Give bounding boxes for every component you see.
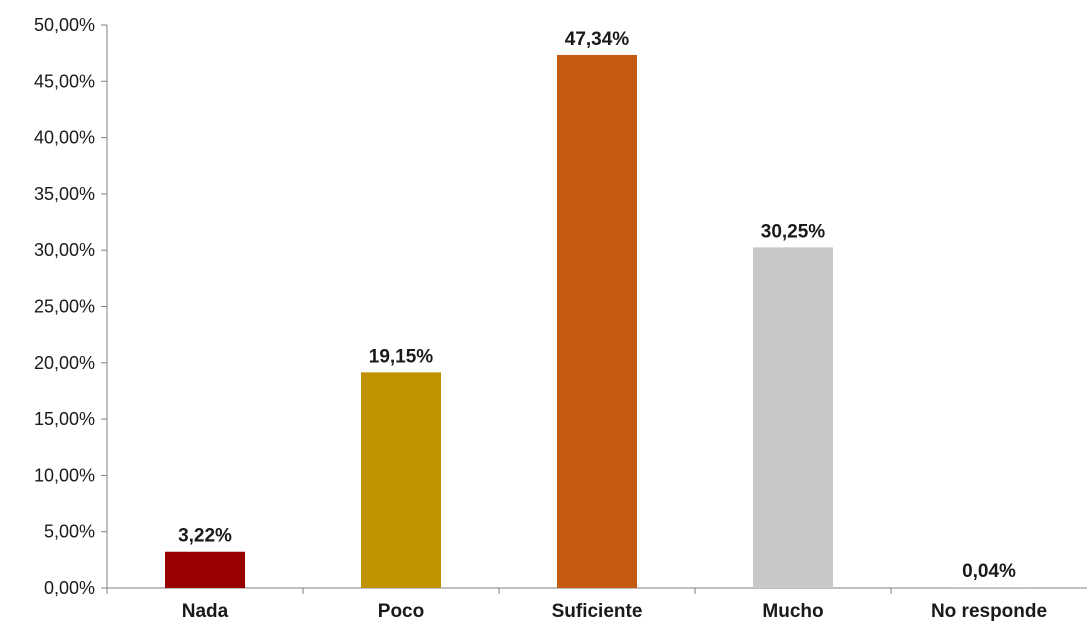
- y-tick-label: 10,00%: [34, 465, 95, 485]
- bar-poco: [361, 372, 441, 588]
- y-tick-label: 40,00%: [34, 128, 95, 148]
- y-tick-label: 30,00%: [34, 240, 95, 260]
- data-label: 47,34%: [565, 29, 630, 50]
- y-tick-label: 5,00%: [44, 522, 95, 542]
- x-category-label: No responde: [931, 601, 1047, 622]
- x-category-label: Suficiente: [552, 601, 643, 622]
- bars: [165, 54, 1029, 588]
- bar-nada: [165, 551, 245, 588]
- data-label: 19,15%: [369, 346, 434, 367]
- data-label: 0,04%: [962, 561, 1016, 582]
- x-category-label: Mucho: [762, 601, 823, 622]
- bar-suficiente: [557, 54, 637, 588]
- x-category-label: Nada: [182, 601, 229, 622]
- y-tick-label: 25,00%: [34, 297, 95, 317]
- y-tick-label: 0,00%: [44, 578, 95, 598]
- y-tick-label: 50,00%: [34, 15, 95, 35]
- data-labels: 3,22% 19,15% 47,34% 30,25% 0,04%: [178, 29, 1016, 582]
- bar-mucho: [753, 247, 833, 588]
- data-label: 30,25%: [761, 221, 826, 242]
- x-category-label: Poco: [378, 601, 424, 622]
- y-axis: 0,00% 5,00% 10,00% 15,00% 20,00% 25,00% 30,00%…: [34, 15, 108, 598]
- y-tick-label: 45,00%: [34, 71, 95, 91]
- y-tick-label: 35,00%: [34, 184, 95, 204]
- y-tick-label: 15,00%: [34, 409, 95, 429]
- x-axis: Nada Poco Suficiente Mucho No responde: [107, 587, 1087, 622]
- bar-no-responde: [949, 587, 1029, 588]
- y-tick-label: 20,00%: [34, 353, 95, 373]
- data-label: 3,22%: [178, 526, 232, 547]
